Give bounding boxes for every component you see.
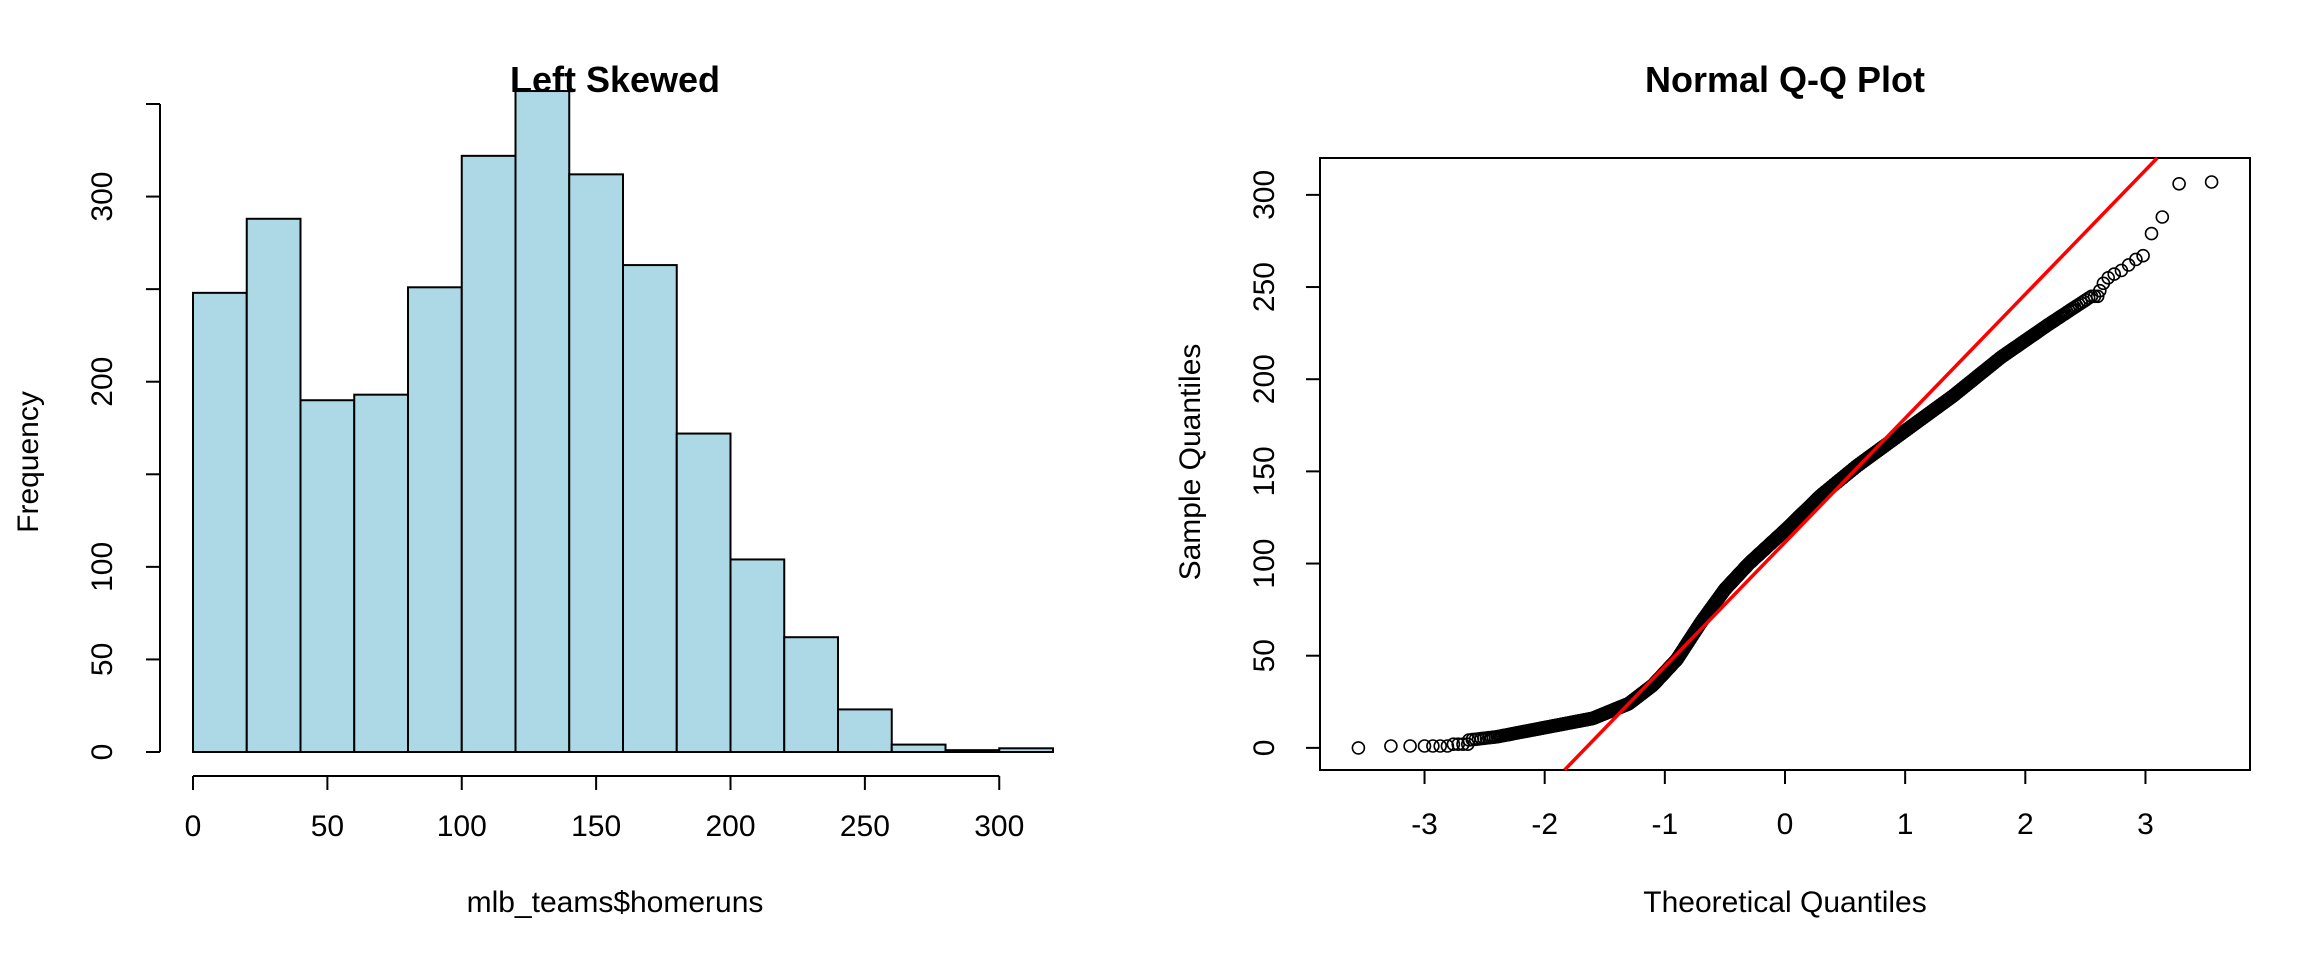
histogram-x-tick-label: 50 — [311, 810, 344, 843]
qq-y-tick-label: 100 — [1248, 539, 1281, 589]
histogram-bar — [353, 393, 409, 753]
histogram-bar — [890, 743, 947, 754]
qq-y-tick-label: 150 — [1248, 446, 1281, 496]
histogram-bar — [837, 708, 893, 753]
histogram-bar — [729, 558, 786, 753]
histogram-x-tick-label: 0 — [185, 810, 202, 843]
qq-y-tick-label: 200 — [1248, 354, 1281, 404]
qq-point — [1440, 739, 1455, 753]
qq-point — [1451, 737, 1465, 752]
qq-reference-line — [1563, 156, 2159, 772]
qq-point — [1417, 739, 1432, 753]
qq-plot-title: Normal Q-Q Plot — [1645, 59, 1925, 100]
histogram-bar — [675, 432, 732, 753]
histogram-bar — [944, 749, 1001, 753]
qq-y-tick-label: 250 — [1248, 262, 1281, 312]
qq-point — [1384, 739, 1398, 753]
histogram-y-tick-label: 0 — [86, 744, 119, 761]
qq-y-tick-label: 50 — [1248, 639, 1281, 672]
histogram-x-tick-label: 200 — [705, 810, 755, 843]
histogram-x-axis-label: mlb_teams$homeruns — [467, 886, 764, 919]
histogram-x-tick-label: 100 — [437, 810, 487, 843]
histogram-y-axis: 0 50 100 200 300 — [86, 103, 161, 761]
histogram-y-tick-label: 200 — [86, 357, 119, 407]
qq-plot-y-axis-label: Sample Quantiles — [1174, 344, 1207, 581]
qq-x-tick-label: -1 — [1652, 808, 1679, 841]
histogram-bar — [192, 291, 248, 753]
qq-point — [2204, 175, 2219, 189]
qq-point — [2090, 289, 2105, 304]
histogram-bar — [998, 747, 1054, 753]
histogram-panel: Left Skewed mlb_teams$homeruns Frequency… — [12, 59, 1054, 919]
qq-x-tick-label: 2 — [2017, 808, 2034, 841]
histogram-y-tick-label: 50 — [86, 643, 119, 676]
qq-point — [1351, 741, 1366, 755]
qq-plot-panel: Normal Q-Q Plot Theoretical Quantiles Sa… — [1174, 59, 2251, 919]
qq-plot-reference-line-group — [1563, 156, 2159, 772]
qq-point — [2144, 226, 2159, 241]
qq-point — [2136, 248, 2150, 263]
qq-point — [1456, 737, 1470, 752]
qq-point — [1461, 737, 1475, 752]
qq-plot-x-axis: -3 -2 -1 0 1 2 3 — [1411, 770, 2154, 841]
qq-x-tick-label: 1 — [1897, 808, 1914, 841]
qq-point — [2172, 177, 2186, 191]
qq-point — [1446, 737, 1461, 752]
histogram-bar — [299, 399, 356, 753]
qq-x-tick-label: 3 — [2137, 808, 2154, 841]
qq-x-tick-label: 0 — [1777, 808, 1794, 841]
histogram-bars — [192, 90, 1054, 754]
qq-x-tick-label: -3 — [1411, 808, 1438, 841]
qq-point — [2155, 210, 2170, 224]
histogram-bar — [622, 264, 678, 753]
qq-x-tick-label: -2 — [1531, 808, 1558, 841]
histogram-y-axis-label: Frequency — [12, 391, 45, 533]
histogram-y-tick-label: 300 — [86, 172, 119, 222]
qq-y-tick-label: 0 — [1248, 740, 1281, 757]
qq-point — [2107, 267, 2121, 281]
histogram-bar — [245, 217, 302, 753]
histogram-bar — [783, 636, 839, 753]
qq-plot-points — [1351, 175, 2219, 755]
histogram-x-tick-label: 150 — [571, 810, 621, 843]
qq-y-tick-label: 300 — [1248, 170, 1281, 220]
qq-point — [1426, 739, 1440, 753]
histogram-x-tick-label: 250 — [840, 810, 890, 843]
histogram-bar — [460, 154, 517, 753]
histogram-x-tick-label: 300 — [974, 810, 1024, 843]
histogram-bar — [568, 173, 624, 753]
qq-plot-y-axis: 0 50 100 150 200 250 300 — [1248, 170, 1320, 756]
qq-point — [1433, 739, 1447, 753]
histogram-bar — [514, 90, 571, 754]
histogram-y-tick-label: 100 — [86, 542, 119, 592]
qq-plot-x-axis-label: Theoretical Quantiles — [1643, 886, 1926, 919]
qq-point — [2093, 283, 2107, 298]
qq-point — [2081, 291, 2096, 305]
qq-point — [2129, 252, 2143, 267]
histogram-bar — [407, 286, 463, 753]
histogram-x-axis: 0 50 100 150 200 250 300 — [185, 775, 1024, 843]
qq-point — [1403, 739, 1417, 753]
